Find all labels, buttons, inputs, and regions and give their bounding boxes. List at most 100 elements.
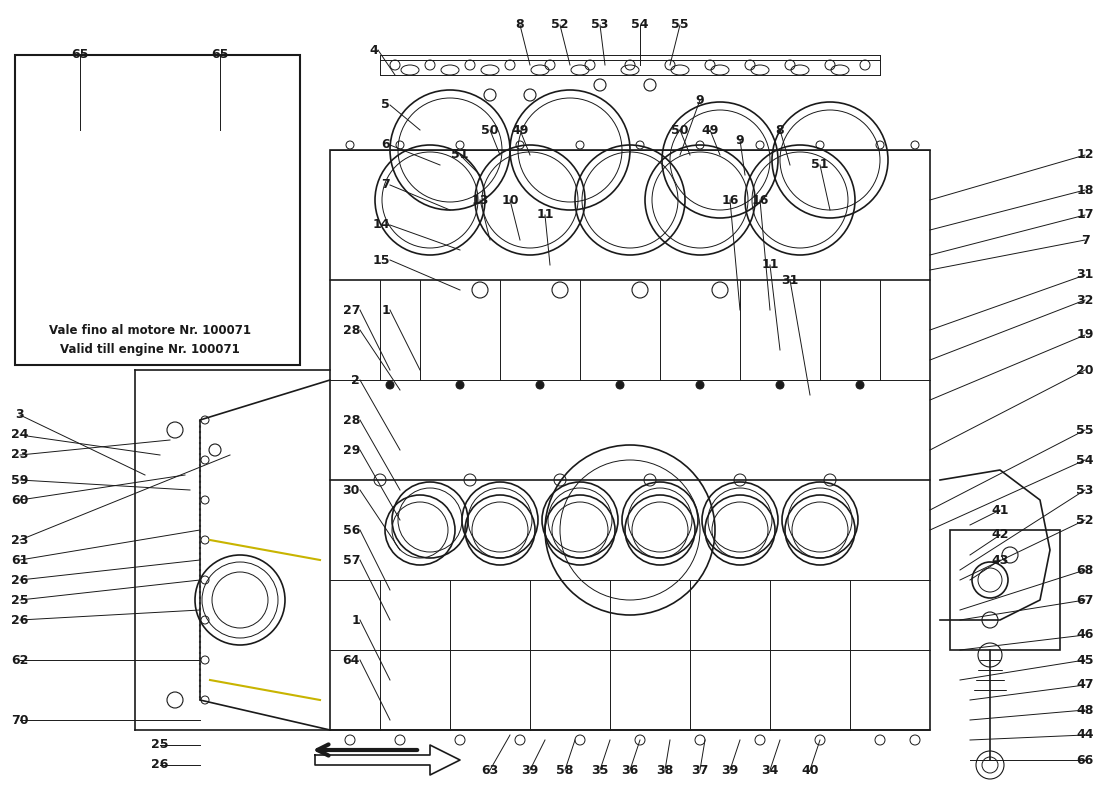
Text: 53: 53 [592,18,608,31]
Text: 16: 16 [722,194,739,206]
Circle shape [536,381,544,389]
Text: 23: 23 [11,449,29,462]
Text: 10: 10 [502,194,519,206]
Text: 45: 45 [1076,654,1093,666]
Text: 67: 67 [1076,594,1093,606]
Text: 30: 30 [342,483,360,497]
Text: Vale fino al motore Nr. 100071
Valid till engine Nr. 100071: Vale fino al motore Nr. 100071 Valid til… [50,325,251,355]
Text: 32: 32 [1076,294,1093,306]
Text: 57: 57 [342,554,360,566]
Text: passionf: passionf [527,309,873,491]
Text: 50: 50 [482,123,498,137]
Text: 29: 29 [342,443,360,457]
Text: 23: 23 [11,534,29,546]
Text: 6: 6 [382,138,390,151]
Text: 2: 2 [351,374,360,386]
Text: 66: 66 [1077,754,1093,766]
Circle shape [776,381,784,389]
Text: 48: 48 [1076,703,1093,717]
Text: 35: 35 [592,763,608,777]
Text: 11: 11 [761,258,779,271]
Text: 16: 16 [751,194,769,206]
Text: 54: 54 [1076,454,1093,466]
Text: 68: 68 [1077,563,1093,577]
FancyArrowPatch shape [318,745,417,755]
Text: 26: 26 [11,614,29,626]
Text: 42: 42 [991,529,1009,542]
Text: 55: 55 [1076,423,1093,437]
Text: 70: 70 [11,714,29,726]
Text: 28: 28 [342,323,360,337]
Text: 15: 15 [373,254,390,266]
Text: 1: 1 [351,614,360,626]
Text: 24: 24 [11,429,29,442]
Text: 44: 44 [1076,729,1093,742]
Text: 12: 12 [1076,149,1093,162]
Text: 5: 5 [382,98,390,111]
Text: 25: 25 [152,738,168,751]
Circle shape [386,381,394,389]
Circle shape [456,381,464,389]
Text: 52: 52 [1076,514,1093,526]
Text: 9: 9 [695,94,704,106]
Text: 55: 55 [671,18,689,31]
Text: 20: 20 [1076,363,1093,377]
Text: 9: 9 [736,134,745,146]
Text: 11: 11 [537,209,553,222]
Text: 41: 41 [991,503,1009,517]
Polygon shape [315,745,460,775]
Text: 60: 60 [11,494,29,506]
Text: 53: 53 [1076,483,1093,497]
Text: 43: 43 [991,554,1009,566]
Text: 49: 49 [512,123,529,137]
Text: 26: 26 [11,574,29,586]
Text: 40: 40 [801,763,818,777]
Text: 51: 51 [451,149,469,162]
FancyBboxPatch shape [950,530,1060,650]
Text: 7: 7 [1080,234,1089,246]
Text: 14: 14 [373,218,390,231]
Text: 37: 37 [691,763,708,777]
Text: 4: 4 [370,43,378,57]
Circle shape [616,381,624,389]
Text: 39: 39 [521,763,539,777]
Text: 46: 46 [1076,629,1093,642]
Text: 18: 18 [1076,183,1093,197]
Text: 59: 59 [11,474,29,486]
Text: 50: 50 [671,123,689,137]
Text: 8: 8 [776,123,784,137]
Text: 54: 54 [631,18,649,31]
Text: 8: 8 [516,18,525,31]
Text: 19: 19 [1076,329,1093,342]
Text: 3: 3 [15,409,24,422]
Text: 1: 1 [382,303,390,317]
Text: 52: 52 [551,18,569,31]
Text: 38: 38 [657,763,673,777]
Text: 31: 31 [781,274,799,286]
Text: 49: 49 [702,123,718,137]
Text: 7: 7 [382,178,390,191]
Text: 51: 51 [812,158,828,171]
FancyBboxPatch shape [330,150,929,730]
Text: FS: FS [719,319,921,481]
Text: 63: 63 [482,763,498,777]
Text: 25: 25 [11,594,29,606]
Text: 56: 56 [342,523,360,537]
Text: 13: 13 [471,194,488,206]
Circle shape [696,381,704,389]
Text: passionf...: passionf... [742,360,898,440]
Text: 58: 58 [557,763,574,777]
Text: 28: 28 [342,414,360,426]
Text: 31: 31 [1076,269,1093,282]
Text: 47: 47 [1076,678,1093,691]
Text: 64: 64 [342,654,360,666]
Text: 34: 34 [761,763,779,777]
Text: 65: 65 [72,49,89,62]
Text: 65: 65 [211,49,229,62]
Text: 17: 17 [1076,209,1093,222]
Circle shape [856,381,864,389]
FancyBboxPatch shape [15,55,300,365]
Text: 39: 39 [722,763,738,777]
Text: 26: 26 [152,758,168,771]
Text: 62: 62 [11,654,29,666]
